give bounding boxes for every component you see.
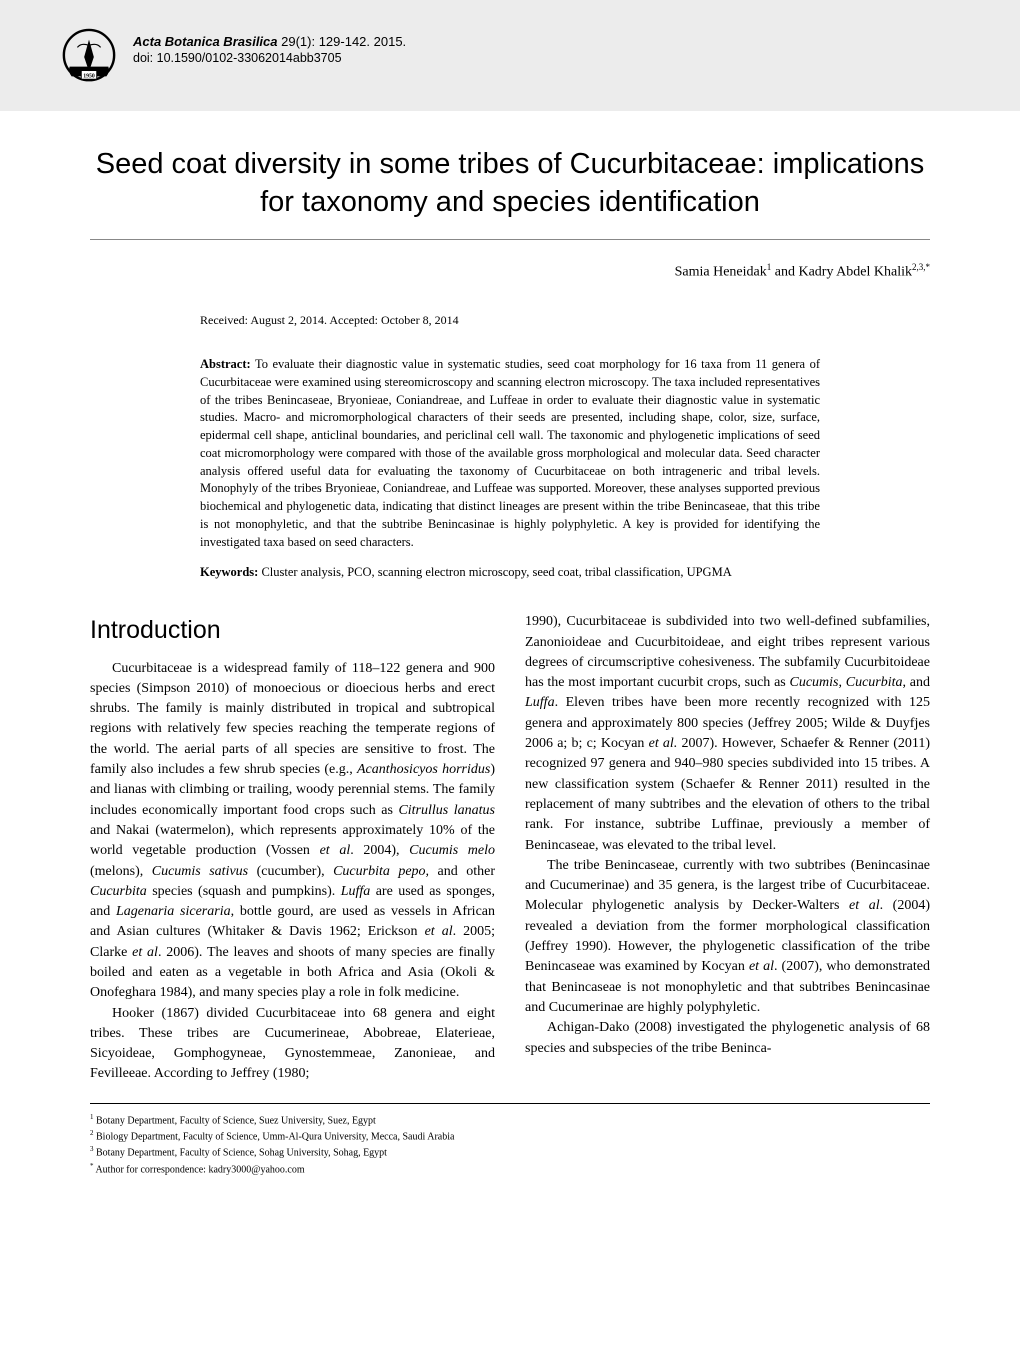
- col2-para1: 1990), Cucurbitaceae is subdivided into …: [525, 612, 930, 856]
- footnote-3: 3 Botany Department, Faculty of Science,…: [90, 1144, 930, 1160]
- journal-name: Acta Botanica Brasilica: [133, 34, 278, 49]
- footnotes: 1 Botany Department, Faculty of Science,…: [0, 1104, 1020, 1177]
- keywords-label: Keywords:: [200, 565, 258, 579]
- authors-and: and Kadry Abdel Khalik: [771, 265, 912, 280]
- abstract-label: Abstract:: [200, 357, 251, 371]
- body-columns: Introduction Cucurbitaceae is a widespre…: [0, 580, 1020, 1084]
- col1-para2: Hooker (1867) divided Cucurbitaceae into…: [90, 1004, 495, 1085]
- footnote-1: 1 Botany Department, Faculty of Science,…: [90, 1112, 930, 1128]
- introduction-heading: Introduction: [90, 612, 495, 648]
- footnote-2: 2 Biology Department, Faculty of Science…: [90, 1128, 930, 1144]
- abstract-section: Abstract: To evaluate their diagnostic v…: [0, 328, 1020, 551]
- keywords-text: Cluster analysis, PCO, scanning electron…: [258, 565, 731, 579]
- col2-para3: Achigan-Dako (2008) investigated the phy…: [525, 1018, 930, 1059]
- journal-citation: Acta Botanica Brasilica 29(1): 129-142. …: [133, 34, 406, 49]
- keywords-section: Keywords: Cluster analysis, PCO, scannin…: [0, 551, 1020, 580]
- footnote-correspondence: * Author for correspondence: kadry3000@y…: [90, 1161, 930, 1177]
- authors: Samia Heneidak1 and Kadry Abdel Khalik2,…: [0, 240, 1020, 281]
- author-2-sup: 2,3,*: [912, 262, 930, 272]
- column-left: Introduction Cucurbitaceae is a widespre…: [90, 612, 495, 1084]
- abstract-text: To evaluate their diagnostic value in sy…: [200, 357, 820, 549]
- title-section: Seed coat diversity in some tribes of Cu…: [0, 111, 1020, 221]
- col2-para2: The tribe Benincaseae, currently with tw…: [525, 856, 930, 1018]
- citation-details: 29(1): 129-142. 2015.: [278, 34, 407, 49]
- journal-logo: 1950: [60, 28, 118, 91]
- header-text: Acta Botanica Brasilica 29(1): 129-142. …: [133, 28, 406, 65]
- col1-para1: Cucurbitaceae is a widespread family of …: [90, 659, 495, 1004]
- header-band: 1950 Acta Botanica Brasilica 29(1): 129-…: [0, 0, 1020, 111]
- logo-svg: 1950: [60, 28, 118, 86]
- article-title: Seed coat diversity in some tribes of Cu…: [90, 146, 930, 221]
- author-1: Samia Heneidak: [675, 265, 767, 280]
- svg-text:1950: 1950: [83, 73, 95, 79]
- received-dates: Received: August 2, 2014. Accepted: Octo…: [0, 281, 1020, 328]
- doi: doi: 10.1590/0102-33062014abb3705: [133, 51, 406, 65]
- column-right: 1990), Cucurbitaceae is subdivided into …: [525, 612, 930, 1084]
